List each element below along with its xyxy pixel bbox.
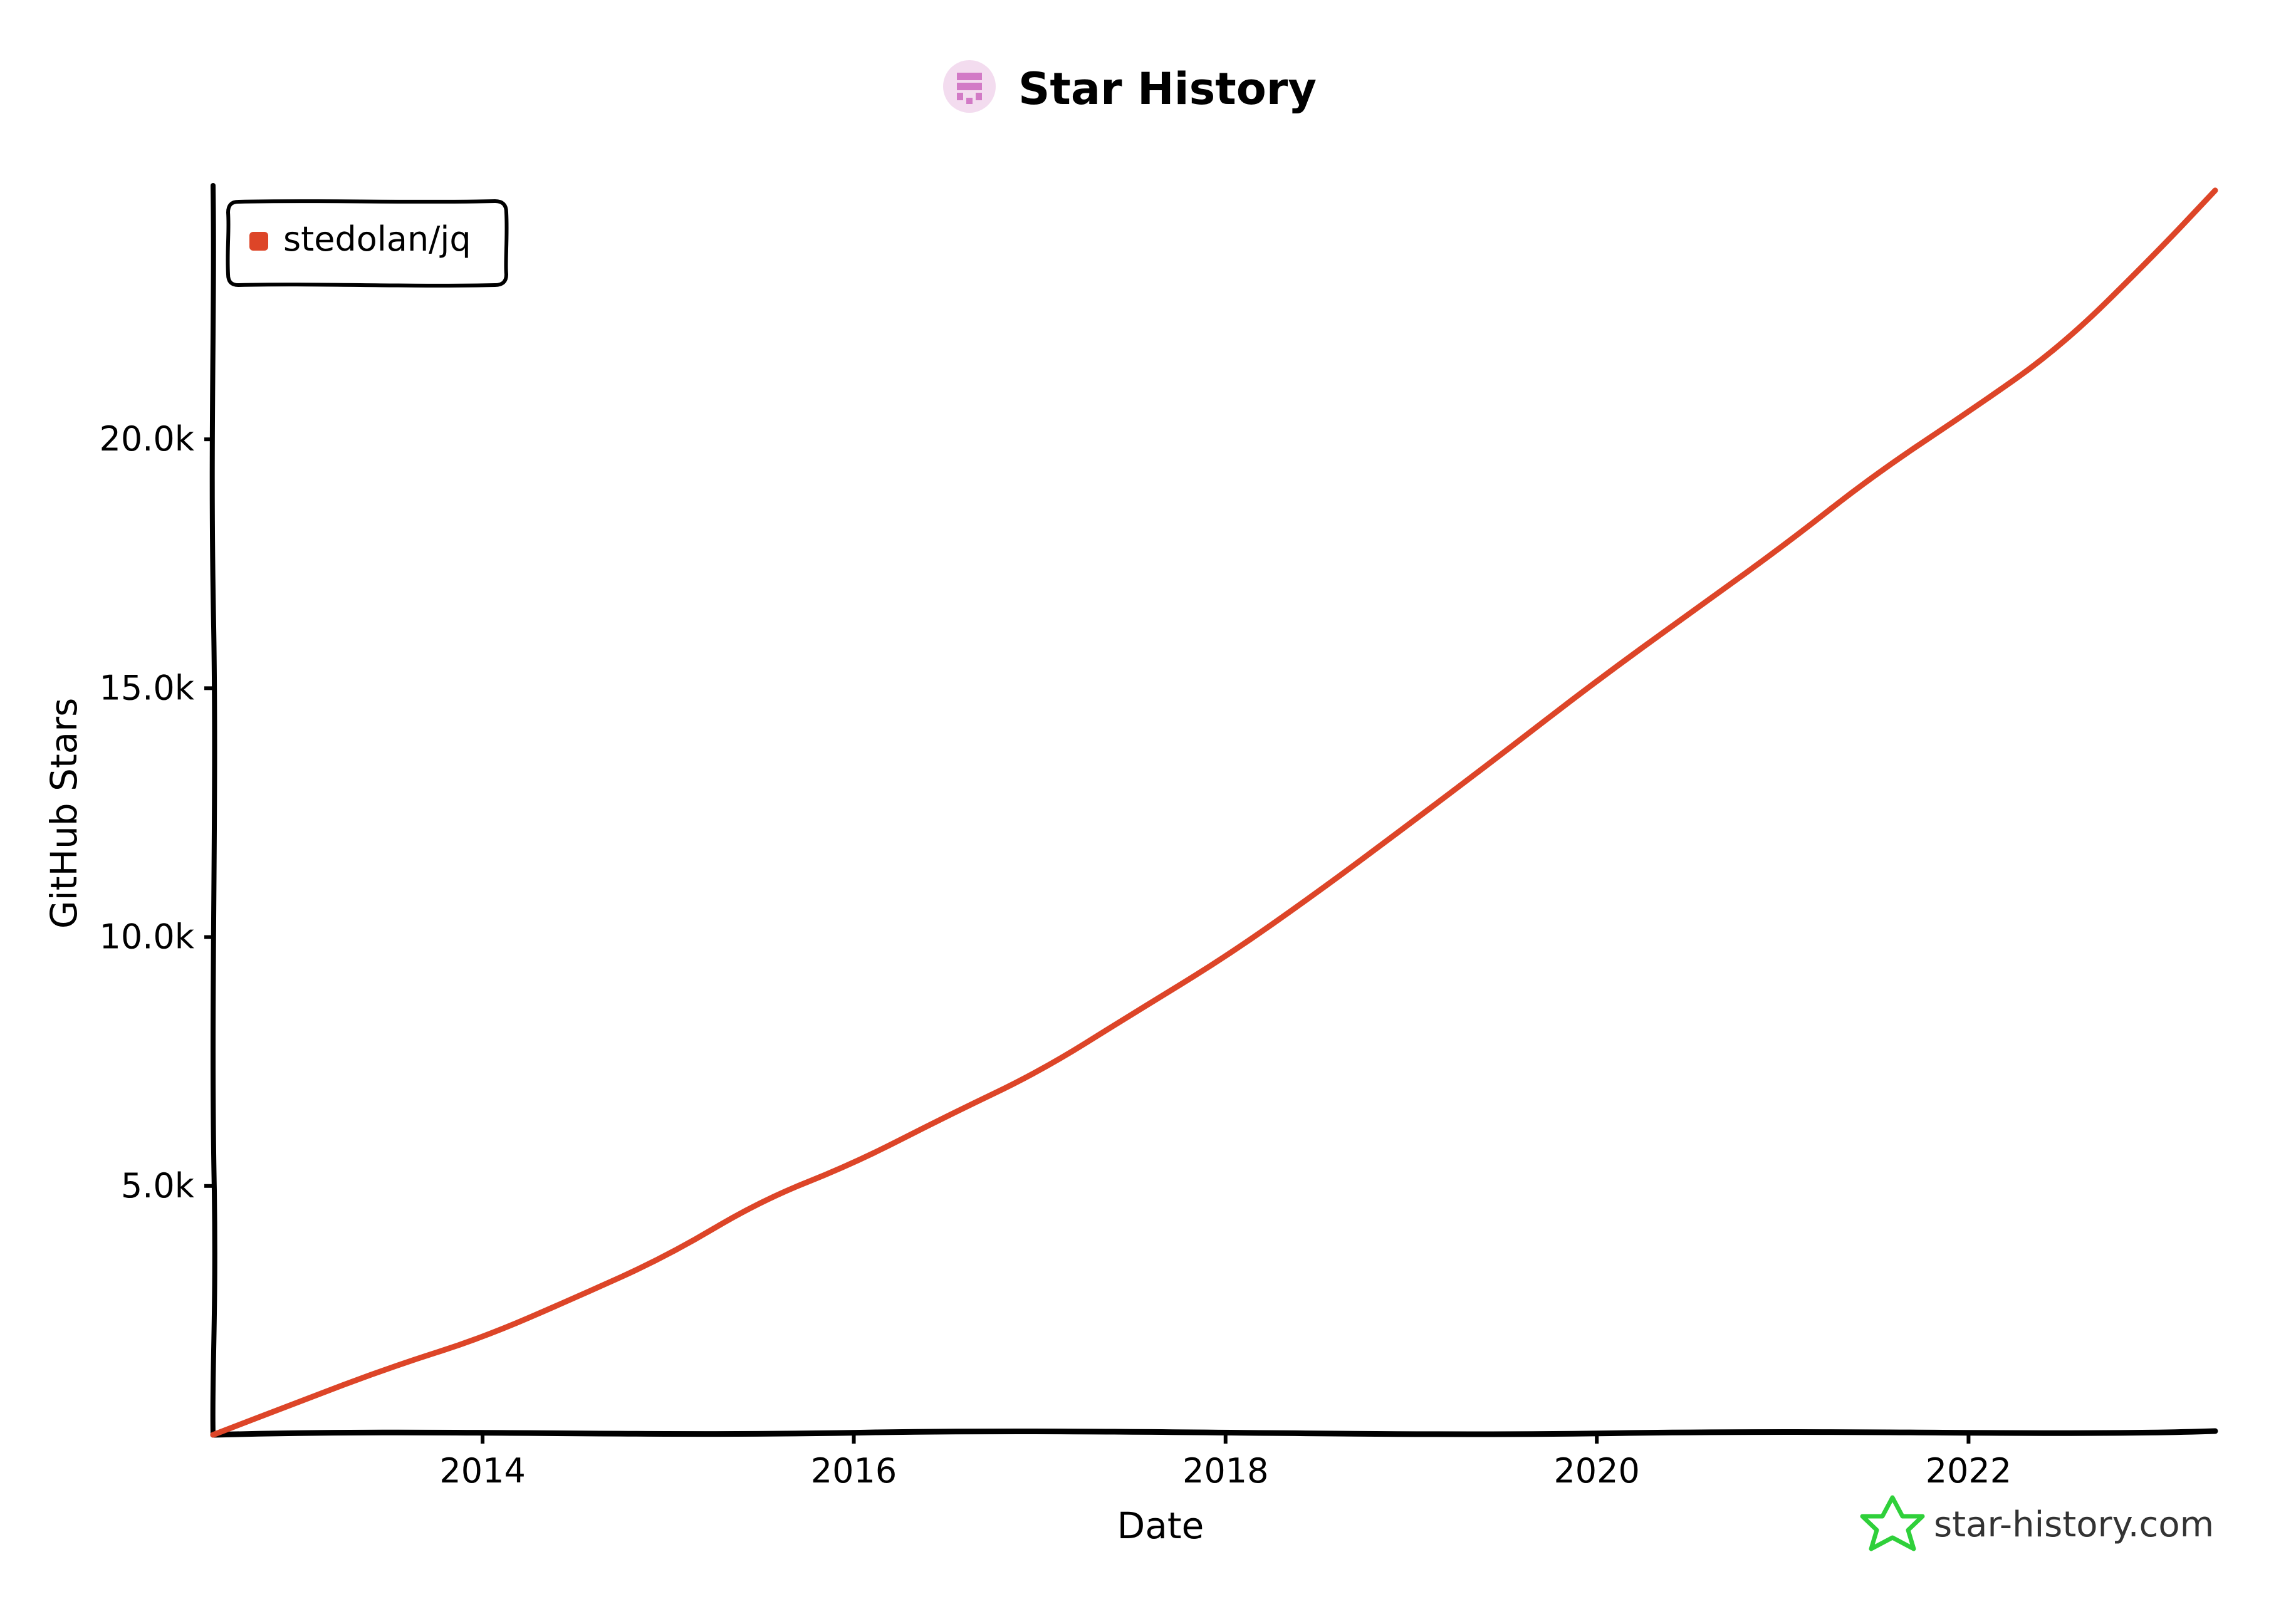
chart-title-group: Star History [943,60,1317,115]
credit-text: star-history.com [1934,1504,2214,1545]
x-tick-label: 2022 [1926,1451,2012,1491]
y-axis-label: GitHub Stars [43,698,85,929]
series-layer [210,187,2218,1438]
series-line [210,187,2218,1438]
legend-swatch [249,232,268,251]
y-axis-line [209,183,217,1437]
legend-box [226,199,509,288]
credit: star-history.com [1860,1495,2214,1551]
legend-label: stedolan/jq [283,219,471,259]
y-tick-label: 5.0k [121,1166,195,1206]
x-axis-ticks: 2014 2016 2018 2020 2022 [439,1435,2012,1491]
y-axis-ticks: 5.0k 10.0k 15.0k 20.0k [99,419,213,1206]
x-tick-label: 2014 [439,1451,525,1491]
y-tick-label: 20.0k [99,419,194,459]
star-icon [1860,1495,1925,1551]
x-axis-label: Date [1117,1504,1204,1547]
x-tick-label: 2018 [1182,1451,1268,1491]
x-axis-line [210,1428,2218,1438]
star-history-logo-icon [943,60,996,113]
y-tick-label: 15.0k [99,668,194,707]
x-tick-label: 2020 [1553,1451,1639,1491]
chart-title: Star History [1018,63,1317,115]
legend: stedolan/jq [226,199,509,288]
x-tick-label: 2016 [811,1451,897,1491]
y-tick-label: 10.0k [99,917,194,957]
